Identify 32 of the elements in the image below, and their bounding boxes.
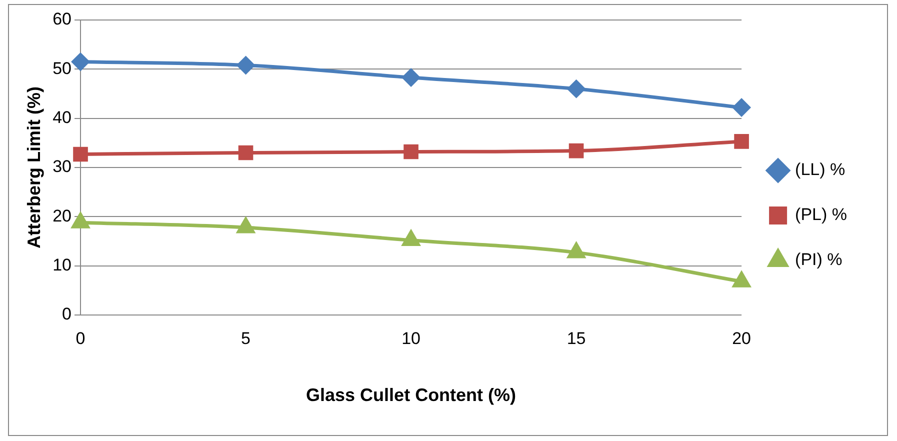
y-tick-label: 50: [52, 58, 72, 78]
point: [732, 98, 750, 116]
x-tick-label: 10: [402, 328, 420, 348]
legend-label: (LL) %: [795, 160, 846, 180]
y-tick-label: 20: [52, 206, 72, 226]
x-tick-label: 0: [76, 328, 86, 348]
point: [72, 53, 90, 71]
point: [568, 80, 586, 98]
y-axis-title: Atterberg Limit (%): [24, 86, 44, 248]
point: [73, 146, 88, 162]
x-tick-label: 20: [732, 328, 752, 348]
point: [732, 272, 750, 288]
y-tick-label: 40: [52, 108, 72, 128]
x-tick-label: 15: [566, 328, 586, 348]
x-axis-title: Glass Cullet Content (%): [306, 385, 516, 406]
point: [402, 230, 420, 246]
y-tick-label: 10: [52, 256, 72, 275]
point: [238, 145, 254, 160]
point: [402, 68, 420, 86]
point: [72, 212, 90, 228]
point: [734, 134, 749, 149]
legend-label: (PI) %: [795, 250, 842, 270]
y-tick-label: 0: [62, 304, 72, 324]
x-tick-label: 5: [241, 328, 251, 348]
point: [404, 144, 418, 160]
point: [237, 56, 255, 74]
point: [568, 242, 585, 258]
legend-label: (PL) %: [795, 205, 848, 224]
y-tick-label: 30: [52, 157, 72, 176]
point: [237, 218, 254, 234]
point: [568, 143, 584, 158]
y-tick-label: 60: [52, 10, 72, 29]
